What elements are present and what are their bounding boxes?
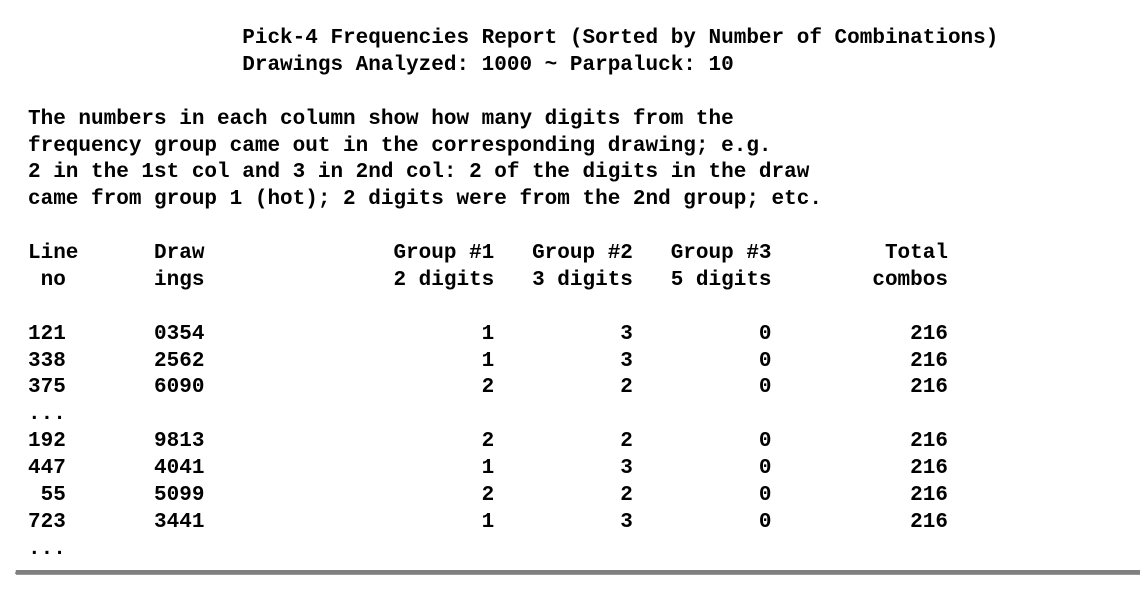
table-row: ... bbox=[28, 403, 66, 426]
table-row: 447 4041 1 3 0 216 bbox=[28, 457, 948, 480]
table-row: 723 3441 1 3 0 216 bbox=[28, 511, 948, 534]
table-row: 338 2562 1 3 0 216 bbox=[28, 350, 948, 373]
table-row: 375 6090 2 2 0 216 bbox=[28, 376, 948, 399]
title-line-2: Drawings Analyzed: 1000 ~ Parpaluck: 10 bbox=[28, 54, 734, 77]
table-row: ... bbox=[28, 538, 66, 561]
table-row: 192 9813 2 2 0 216 bbox=[28, 430, 948, 453]
report-panel: Pick-4 Frequencies Report (Sorted by Num… bbox=[15, 15, 1140, 574]
table-header-bottom: no ings 2 digits 3 digits 5 digits combo… bbox=[28, 269, 948, 292]
table-row: 55 5099 2 2 0 216 bbox=[28, 484, 948, 507]
description-line: came from group 1 (hot); 2 digits were f… bbox=[28, 188, 822, 211]
description-line: 2 in the 1st col and 3 in 2nd col: 2 of … bbox=[28, 161, 809, 184]
table-header-top: Line Draw Group #1 Group #2 Group #3 Tot… bbox=[28, 242, 948, 265]
description-line: frequency group came out in the correspo… bbox=[28, 135, 772, 158]
description-line: The numbers in each column show how many… bbox=[28, 108, 734, 131]
table-row: 121 0354 1 3 0 216 bbox=[28, 323, 948, 346]
title-line-1: Pick-4 Frequencies Report (Sorted by Num… bbox=[28, 27, 998, 50]
